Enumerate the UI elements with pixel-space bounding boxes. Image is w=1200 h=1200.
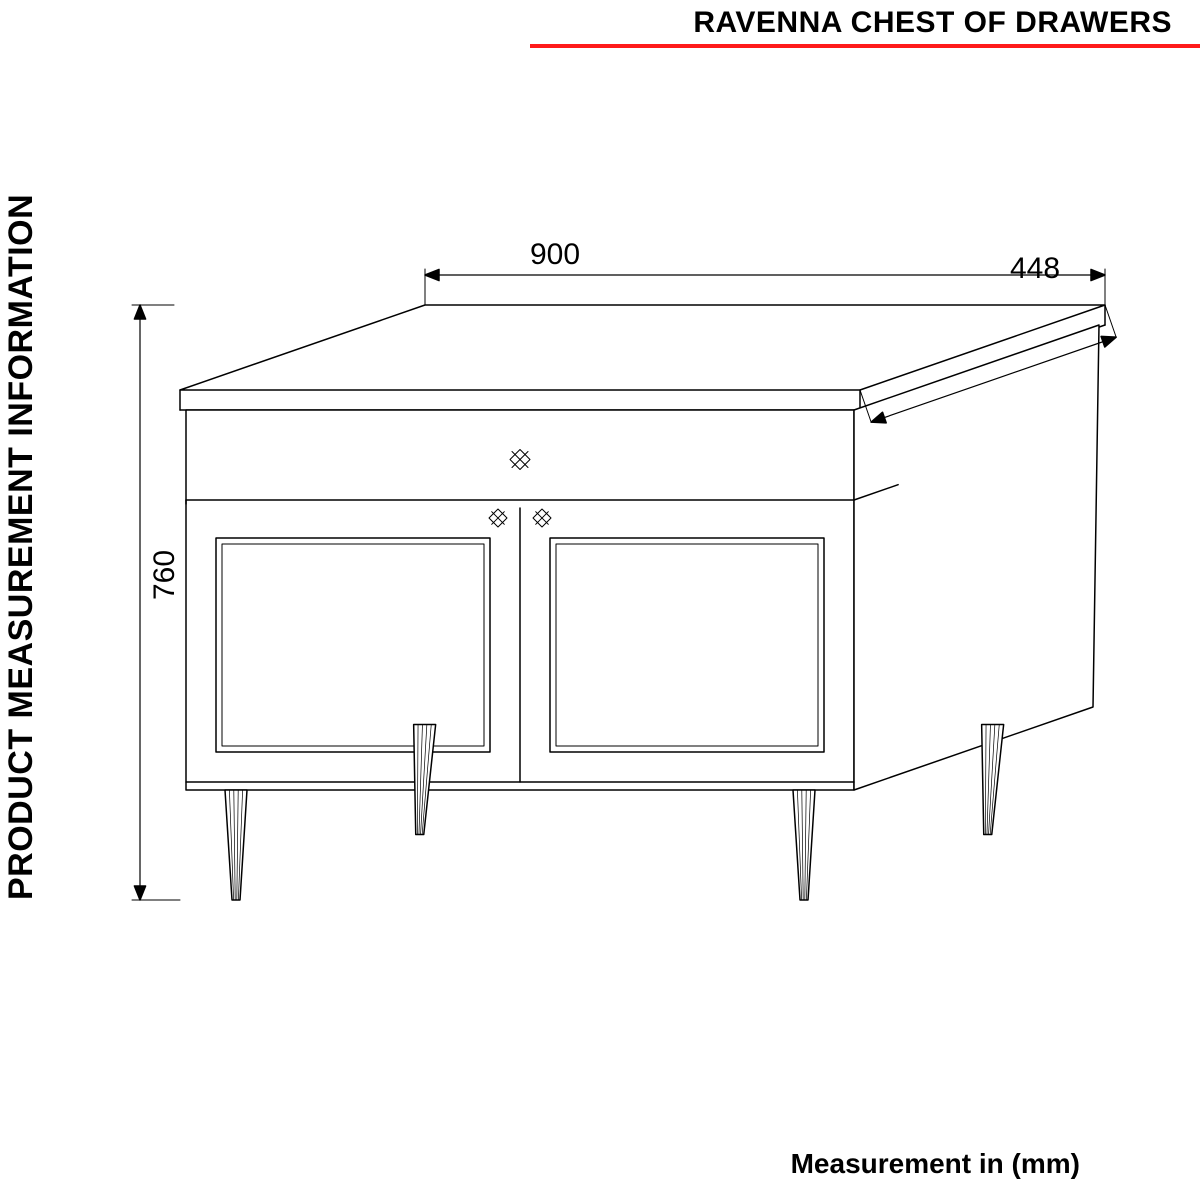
product-drawing: [80, 230, 1160, 930]
footer-note: Measurement in (mm): [791, 1148, 1080, 1180]
product-title: RAVENNA CHEST OF DRAWERS: [693, 6, 1172, 40]
diagram-container: RAVENNA CHEST OF DRAWERS PRODUCT MEASURE…: [0, 0, 1200, 1200]
title-underline: [530, 44, 1200, 48]
side-title: PRODUCT MEASUREMENT INFORMATION: [2, 194, 41, 900]
